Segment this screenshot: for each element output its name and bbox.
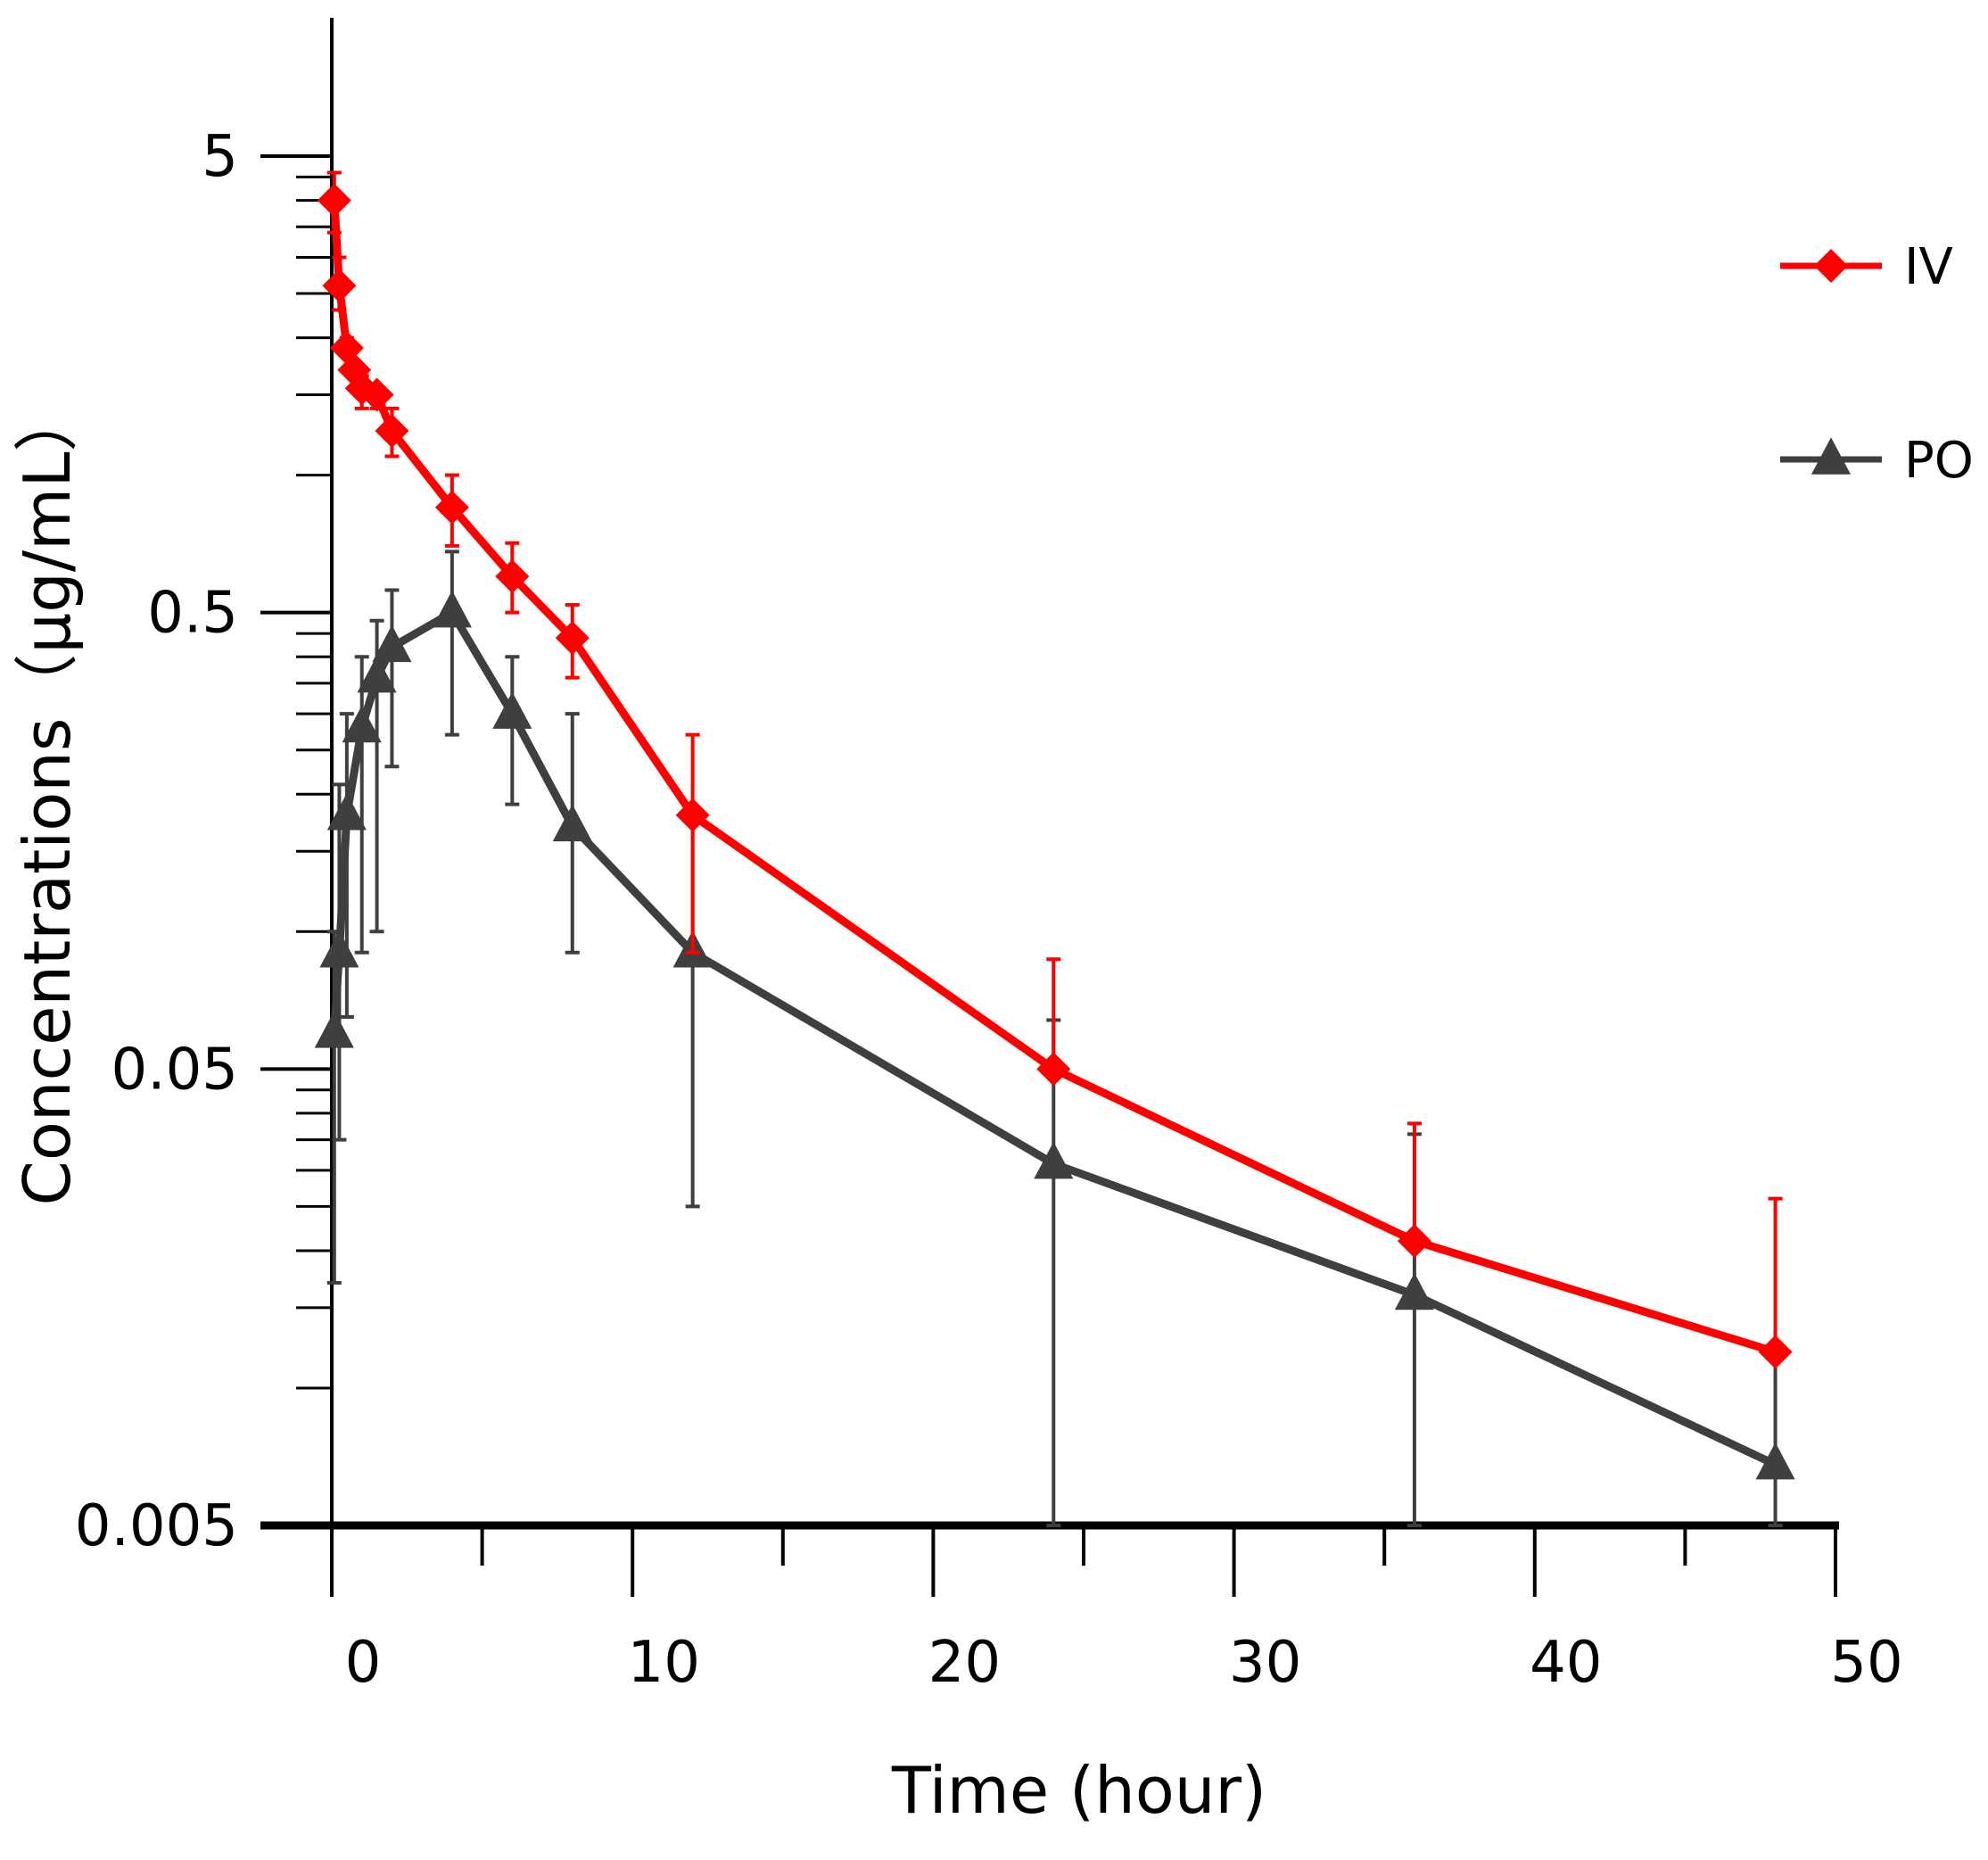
- legend-label-po: PO: [1904, 432, 1974, 490]
- legend-marker-iv: [1814, 249, 1848, 283]
- y-tick-label: 0.05: [111, 1037, 239, 1103]
- series-iv: [317, 170, 1793, 1369]
- x-tick-label: 20: [928, 1630, 1001, 1696]
- legend-item-po: PO: [1780, 432, 1974, 490]
- point-po: [432, 590, 472, 628]
- point-po: [1755, 1442, 1795, 1480]
- point-po: [492, 691, 532, 729]
- point-po: [314, 1011, 354, 1048]
- x-axis-title: Time (hour): [891, 1753, 1266, 1828]
- point-iv: [1758, 1335, 1793, 1369]
- y-tick-label: 0.5: [147, 581, 238, 647]
- point-po: [1394, 1272, 1434, 1310]
- point-iv: [359, 377, 394, 412]
- x-tick-label: 50: [1830, 1630, 1902, 1696]
- point-iv: [555, 621, 590, 656]
- y-tick-label: 0.005: [75, 1493, 238, 1559]
- series-layer: [314, 170, 1795, 1527]
- point-iv: [1397, 1224, 1431, 1259]
- point-po: [342, 705, 382, 743]
- point-iv: [495, 559, 530, 594]
- point-iv: [675, 798, 710, 832]
- point-po: [372, 624, 412, 663]
- legend: IV PO: [1780, 238, 1974, 490]
- legend-label-iv: IV: [1904, 238, 1953, 296]
- legend-marker-po: [1811, 437, 1852, 475]
- x-tick-label: 30: [1229, 1630, 1301, 1696]
- x-tick-label: 0: [345, 1630, 382, 1696]
- point-iv: [434, 490, 469, 525]
- x-tick-label: 40: [1530, 1630, 1602, 1696]
- point-po: [357, 655, 397, 693]
- legend-item-iv: IV: [1780, 238, 1953, 296]
- point-iv: [317, 183, 351, 218]
- point-po: [319, 930, 359, 968]
- point-po: [1034, 1141, 1074, 1179]
- point-iv: [322, 269, 357, 303]
- point-iv: [1036, 1052, 1071, 1087]
- point-iv: [375, 414, 409, 449]
- x-tick-label: 10: [627, 1630, 699, 1696]
- point-po: [552, 804, 592, 842]
- y-tick-label: 5: [202, 124, 238, 190]
- y-axis-title: Concentrations（μg/mL）: [10, 388, 85, 1206]
- point-po: [326, 792, 367, 831]
